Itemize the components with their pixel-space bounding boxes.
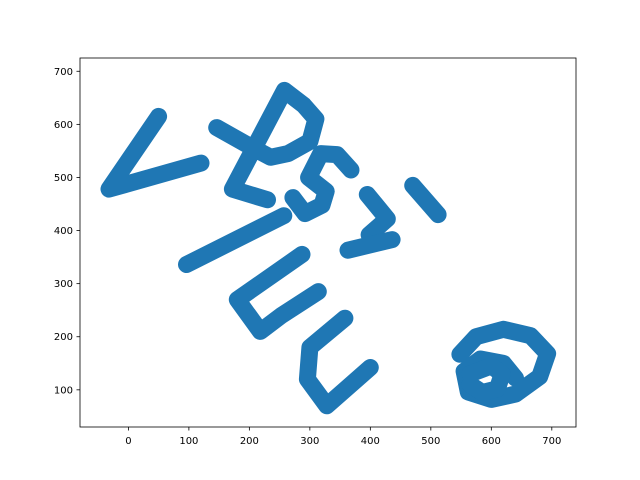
axes-frame <box>79 57 577 428</box>
y-tick-label: 600 <box>54 120 73 131</box>
x-tick-label: 600 <box>482 436 501 447</box>
x-tick-label: 100 <box>179 436 198 447</box>
data-stroke-0-7 <box>339 231 401 259</box>
y-tick-label: 700 <box>54 67 73 78</box>
data-stroke-0-9 <box>451 320 557 408</box>
x-tick-label: 400 <box>361 436 380 447</box>
y-tick-label: 300 <box>54 279 73 290</box>
data-stroke-0-8 <box>404 176 447 224</box>
y-tick-label: 500 <box>54 173 73 184</box>
data-stroke-0-1 <box>208 81 325 209</box>
data-stroke-0-0 <box>100 107 210 198</box>
x-tick-label: 300 <box>300 436 319 447</box>
x-axis: 0 100 200 300 400 500 600 700 <box>125 427 561 447</box>
plot-area <box>100 81 557 415</box>
x-tick-label: 700 <box>542 436 561 447</box>
data-stroke-0-6 <box>298 309 379 415</box>
x-tick-label: 0 <box>125 436 131 447</box>
y-tick-label: 100 <box>54 385 73 396</box>
data-stroke-0-5 <box>228 245 327 340</box>
data-stroke-0-4 <box>178 207 293 273</box>
data-stroke-0-3 <box>358 186 396 244</box>
data-stroke-0-2 <box>284 145 360 223</box>
x-tick-label: 200 <box>240 436 259 447</box>
y-tick-label: 400 <box>54 226 73 237</box>
y-axis: 100 200 300 400 500 600 700 <box>54 67 80 396</box>
y-tick-label: 200 <box>54 332 73 343</box>
data-stroke-0-10 <box>461 357 511 401</box>
x-tick-label: 500 <box>421 436 440 447</box>
